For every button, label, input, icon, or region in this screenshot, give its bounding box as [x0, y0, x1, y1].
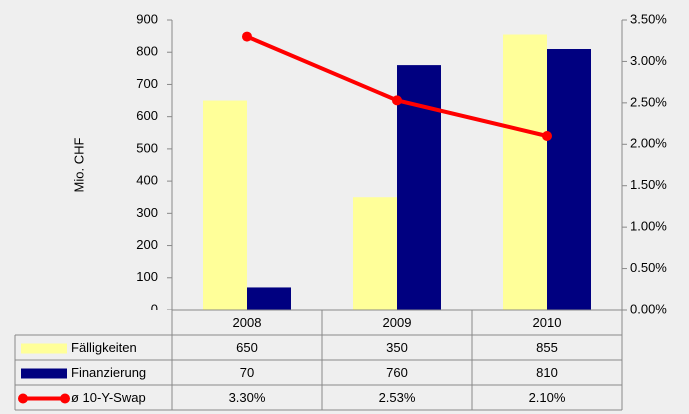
- y2-tick-label: 0.50%: [630, 260, 667, 275]
- y-tick-label: 500: [136, 140, 158, 155]
- table-value: 70: [240, 365, 254, 380]
- legend-label: Finanzierung: [71, 365, 146, 380]
- legend-label: ø 10-Y-Swap: [71, 390, 146, 405]
- y-tick-label: 300: [136, 205, 158, 220]
- y-tick-label: 200: [136, 237, 158, 252]
- legend-swatch: [21, 343, 67, 354]
- table-value: 2.10%: [529, 390, 566, 405]
- y-tick-label: 600: [136, 108, 158, 123]
- y-tick-label: 700: [136, 76, 158, 91]
- line-point: [542, 131, 552, 141]
- y-tick-label: 0: [151, 301, 158, 316]
- y2-tick-label: 3.50%: [630, 11, 667, 26]
- legend-marker: [18, 393, 28, 404]
- legend-marker: [60, 393, 70, 404]
- bar: [547, 49, 591, 310]
- bar: [503, 34, 547, 310]
- legend-swatch: [21, 368, 67, 379]
- y2-tick-label: 0.00%: [630, 301, 667, 316]
- y2-tick-label: 1.50%: [630, 177, 667, 192]
- y-tick-label: 800: [136, 44, 158, 59]
- y2-tick-label: 2.00%: [630, 136, 667, 151]
- table-value: 810: [536, 365, 558, 380]
- table-value: 855: [536, 340, 558, 355]
- y2-tick-label: 3.00%: [630, 53, 667, 68]
- x-tick-label: 2008: [233, 315, 262, 330]
- bar: [203, 100, 247, 310]
- y-tick-label: 100: [136, 269, 158, 284]
- x-tick-label: 2010: [533, 315, 562, 330]
- y-tick-label: 400: [136, 173, 158, 188]
- y2-tick-label: 2.50%: [630, 94, 667, 109]
- table-value: 760: [386, 365, 408, 380]
- bar: [353, 197, 397, 310]
- table-value: 3.30%: [229, 390, 266, 405]
- y-axis-label: Mio. CHF: [71, 137, 86, 192]
- y2-tick-label: 1.00%: [630, 219, 667, 234]
- line-point: [242, 31, 252, 42]
- x-tick-label: 2009: [383, 315, 412, 330]
- table-value: 2.53%: [379, 390, 416, 405]
- legend-label: Fälligkeiten: [71, 340, 137, 355]
- table-value: 650: [236, 340, 258, 355]
- line-point: [392, 95, 402, 106]
- bar: [247, 287, 291, 310]
- table-value: 350: [386, 340, 408, 355]
- y-tick-label: 900: [136, 11, 158, 26]
